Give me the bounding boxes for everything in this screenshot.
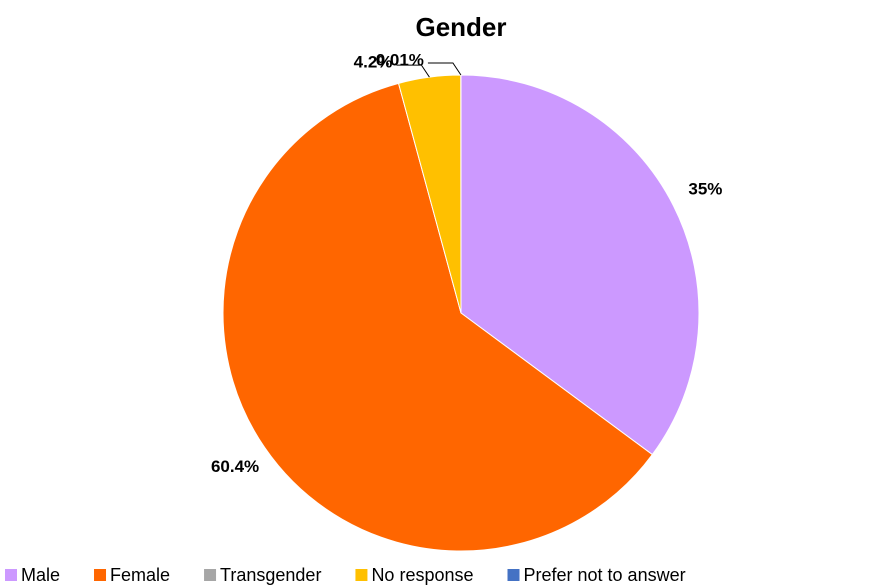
pie-slice (222, 82, 654, 552)
chart-title: Gender (415, 12, 506, 42)
legend-label: Prefer not to answer (524, 565, 686, 585)
leader-line (427, 62, 462, 76)
legend-label: No response (371, 565, 473, 585)
legend-swatch (94, 569, 107, 581)
legend-label: Transgender (220, 565, 321, 585)
legend-swatch (507, 569, 520, 581)
data-label: 35% (688, 179, 722, 198)
data-label: 0.01% (376, 50, 424, 69)
legend-swatch (5, 569, 17, 581)
pie-slice (460, 74, 700, 456)
data-label: 60.4% (211, 457, 259, 476)
legend-swatch (355, 569, 368, 581)
legend-label: Female (110, 565, 170, 585)
legend-swatch (204, 569, 217, 581)
data-label: 4.2% (354, 53, 393, 72)
legend-label: Male (21, 565, 60, 585)
leader-line (396, 64, 430, 78)
